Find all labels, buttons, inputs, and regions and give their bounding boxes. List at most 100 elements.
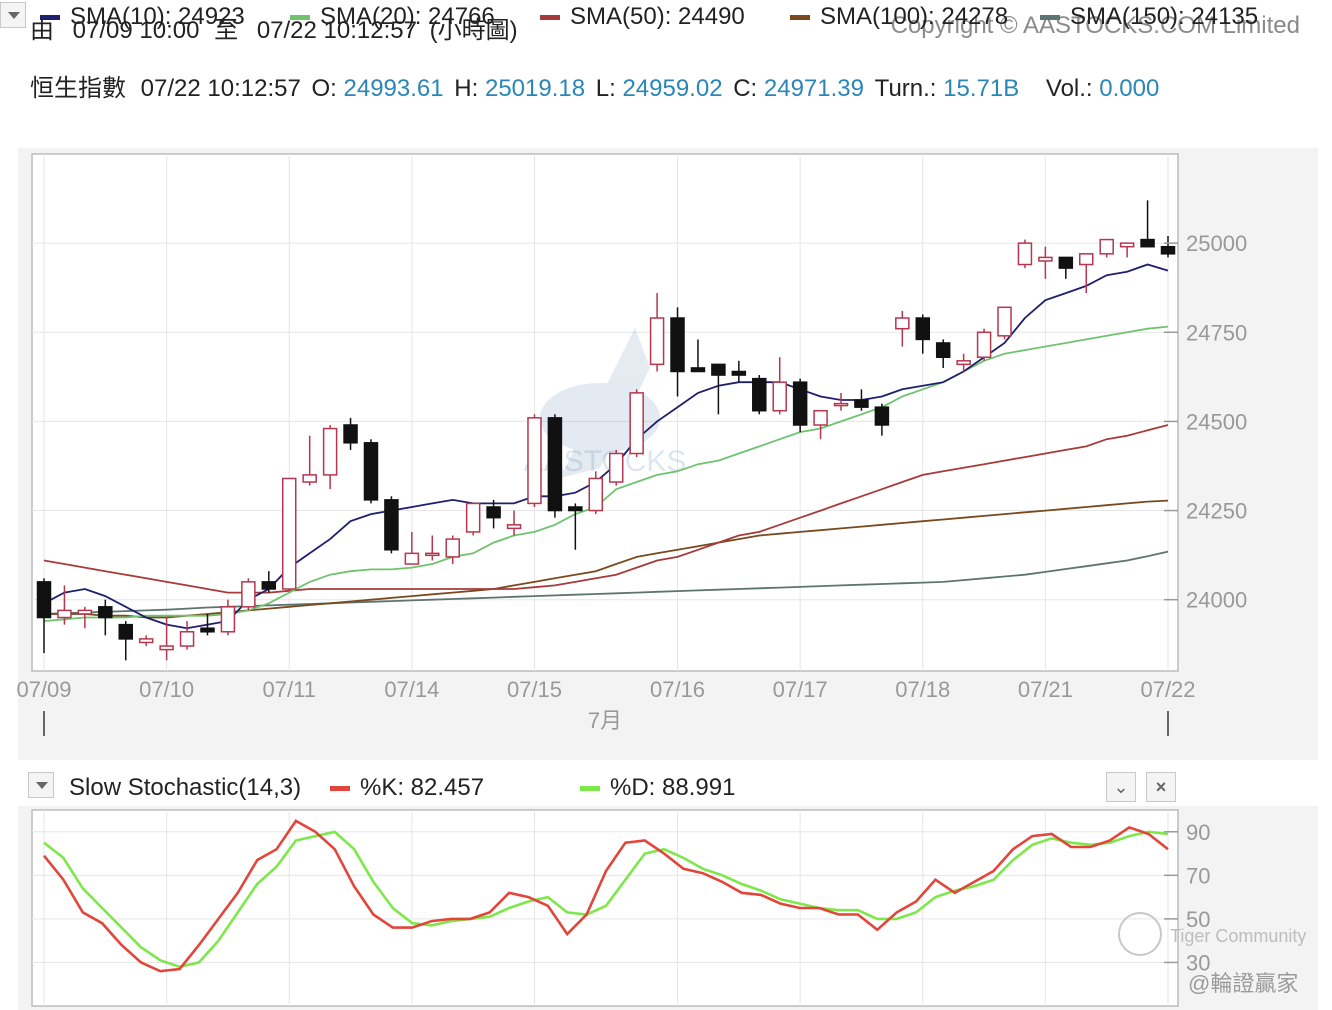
- legend-sma50: SMA(50): 24490: [540, 3, 745, 31]
- candle: [363, 439, 379, 504]
- x-tick-label: 07/15: [507, 677, 562, 702]
- x-tick-label: 07/18: [895, 677, 950, 702]
- to-label: 至: [214, 17, 239, 44]
- candle-body: [384, 499, 399, 551]
- candle: [322, 424, 338, 490]
- candle-body: [690, 367, 706, 373]
- candle: [384, 496, 399, 554]
- candle: [608, 449, 624, 486]
- chart-kind: (小時圖): [429, 17, 518, 44]
- candle-body: [220, 606, 236, 633]
- watermark-community: Tiger Community: [1170, 926, 1307, 946]
- from-time: 07/09 10:00: [72, 17, 200, 44]
- candle-body: [138, 638, 154, 644]
- candle: [670, 307, 685, 397]
- candle-body: [1119, 242, 1135, 248]
- copyright-text: Copyright © AASTOCKS.COM Limited: [890, 12, 1300, 39]
- candle-body: [200, 627, 215, 633]
- legend-sma20: SMA(20): 24766: [290, 3, 495, 31]
- x-tick-label: 07/10: [139, 677, 194, 702]
- x-axis: 07/09 07/10 07/11 07/14 07/15 07/16 07/17 07/18…: [16, 677, 1195, 702]
- grid: [32, 154, 1178, 671]
- close-icon: ×: [1155, 777, 1167, 797]
- candle: [425, 535, 440, 561]
- legend-label: %D: 88.991: [610, 774, 736, 801]
- candle: [1058, 256, 1074, 279]
- candle-body: [895, 317, 910, 330]
- candle-body: [997, 306, 1012, 337]
- candle: [404, 531, 420, 565]
- candle-body: [976, 331, 992, 358]
- candle-body: [588, 477, 604, 512]
- chevron-down-icon: ⌄: [1113, 777, 1129, 797]
- candle-body: [179, 631, 195, 647]
- y-tick-label: 24500: [1186, 409, 1247, 434]
- collapse-panel-button[interactable]: ⌄: [1106, 772, 1136, 802]
- candle-body: [833, 402, 849, 407]
- legend-k: %K: 82.457: [330, 774, 484, 802]
- x-tick-label: 07/11: [263, 677, 316, 702]
- legend-swatch: [580, 785, 600, 791]
- candle-body: [547, 417, 563, 512]
- index-name: 恒生指數: [30, 75, 126, 102]
- to-time: 07/22 10:12:57: [256, 17, 417, 44]
- date-range-row: 由 07/09 10:00 至 07/22 10:12:57 (小時圖): [30, 10, 518, 45]
- candle: [486, 499, 501, 529]
- volume-value: 0.000: [1099, 75, 1160, 102]
- candle-body: [649, 317, 665, 366]
- candle: [261, 571, 277, 593]
- quote-time: 07/22 10:12:57: [140, 75, 301, 102]
- legend-sma100: SMA(100): 24278: [790, 3, 1008, 31]
- low-value: 24959.02: [622, 75, 723, 102]
- candle-body: [711, 363, 726, 376]
- y-axis: 25000 24750 24500 24250 24000: [1164, 231, 1247, 613]
- candle-body: [465, 502, 481, 533]
- legend-swatch: [1040, 14, 1060, 20]
- stochastic-lines: [42, 819, 1169, 973]
- candle-body: [854, 399, 869, 408]
- candle: [956, 353, 971, 372]
- quote-row: 恒生指數 07/22 10:12:57 O: 24993.61 H: 25019…: [30, 68, 1159, 103]
- y-tick-label: 50: [1186, 907, 1210, 932]
- candle-body: [506, 524, 522, 530]
- close-value: 24971.39: [763, 75, 864, 102]
- candle: [895, 310, 910, 347]
- candle-body: [935, 342, 951, 358]
- sma-legend-row: SMA(10): 24923 SMA(20): 24766 SMA(50): 2…: [0, 0, 1290, 34]
- legend-label: %K: 82.457: [360, 774, 485, 801]
- candle: [77, 606, 93, 629]
- close-label: C:: [733, 75, 758, 102]
- legend-sma10: SMA(10): 24923: [40, 3, 245, 31]
- candle: [200, 613, 215, 636]
- stochastic-menu-dropdown[interactable]: [28, 772, 54, 798]
- sma-line: [43, 424, 1169, 594]
- candle: [854, 389, 869, 411]
- candle: [1099, 238, 1114, 258]
- stochastic-k-line: [42, 819, 1169, 973]
- candle: [976, 328, 992, 361]
- y-tick-label: 25000: [1186, 231, 1247, 256]
- candle: [506, 510, 522, 536]
- candle-body: [343, 424, 358, 444]
- main-chart-menu-dropdown[interactable]: [0, 2, 26, 28]
- stochastic-d-line: [43, 830, 1169, 969]
- close-panel-button[interactable]: ×: [1146, 772, 1176, 802]
- candle-body: [159, 645, 174, 651]
- candle-body: [1079, 253, 1094, 266]
- candle-body: [1099, 238, 1114, 255]
- candle: [935, 339, 951, 368]
- candle-body: [57, 609, 72, 619]
- stochastic-chart[interactable]: 90 70 50 30: [0, 806, 1332, 1010]
- candle: [98, 599, 113, 636]
- candle-body: [608, 452, 624, 483]
- x-tick-label: 07/21: [1018, 677, 1073, 702]
- legend-label: SMA(50): 24490: [570, 3, 745, 30]
- candle: [1140, 200, 1155, 248]
- candle-body: [302, 474, 317, 483]
- y-tick-label: 24750: [1186, 320, 1247, 345]
- stochastic-legend-row: Slow Stochastic(14,3) %K: 82.457 %D: 88.…: [28, 770, 1318, 806]
- candle: [547, 414, 563, 518]
- candle: [1017, 239, 1033, 269]
- candle-body: [261, 581, 277, 590]
